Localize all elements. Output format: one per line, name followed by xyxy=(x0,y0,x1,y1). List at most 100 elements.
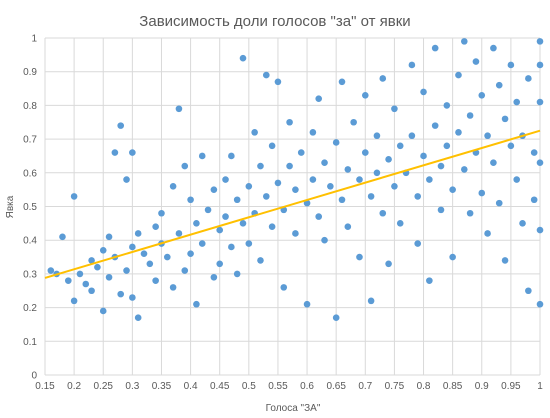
data-point xyxy=(268,142,276,150)
x-tick-label: 0.4 xyxy=(184,381,198,392)
data-point xyxy=(332,314,340,322)
data-point xyxy=(309,129,317,136)
data-point xyxy=(525,75,532,82)
data-point xyxy=(64,277,72,284)
data-point xyxy=(321,236,328,244)
data-point xyxy=(426,176,433,183)
data-point xyxy=(536,226,544,234)
data-point xyxy=(321,159,328,166)
data-point xyxy=(140,250,148,257)
data-point xyxy=(175,230,183,237)
data-point xyxy=(239,54,247,62)
data-point xyxy=(123,176,130,183)
data-point xyxy=(70,297,78,305)
data-point xyxy=(257,257,264,264)
data-point xyxy=(431,44,439,52)
data-point xyxy=(396,220,404,227)
data-point xyxy=(431,122,439,129)
data-point xyxy=(507,142,515,150)
data-point xyxy=(245,182,253,190)
data-point xyxy=(449,253,456,261)
data-point xyxy=(175,105,183,113)
data-point xyxy=(216,226,224,234)
x-tick-label: 0.35 xyxy=(152,381,172,392)
data-point xyxy=(262,193,270,200)
data-point xyxy=(420,152,427,160)
data-point xyxy=(490,159,497,166)
data-point xyxy=(105,273,113,281)
x-tick-label: 0.65 xyxy=(326,381,346,392)
x-tick-label: 0.15 xyxy=(35,381,55,392)
data-point xyxy=(198,152,206,160)
data-point xyxy=(129,149,136,156)
data-point xyxy=(530,196,538,204)
data-point xyxy=(222,176,229,183)
data-point xyxy=(536,61,544,69)
data-point xyxy=(309,176,317,183)
data-point xyxy=(262,71,270,79)
data-point xyxy=(70,193,78,200)
data-point xyxy=(105,233,113,241)
data-point xyxy=(286,162,293,170)
data-point xyxy=(373,169,381,177)
data-point xyxy=(437,162,445,170)
data-point xyxy=(59,233,66,241)
trendline xyxy=(44,129,541,279)
y-tick-label: 0.7 xyxy=(23,135,37,146)
data-point xyxy=(99,247,107,254)
data-point xyxy=(286,118,293,126)
data-point xyxy=(181,162,189,170)
y-tick-label: 0.8 xyxy=(23,101,37,112)
x-tick-label: 0.75 xyxy=(385,381,405,392)
data-point xyxy=(344,166,352,173)
data-point xyxy=(76,270,84,278)
data-point xyxy=(158,209,165,217)
data-point xyxy=(257,162,264,170)
data-point xyxy=(216,260,224,268)
x-axis-label: Голоса "ЗА" xyxy=(266,403,321,414)
x-tick-label: 0.7 xyxy=(358,381,372,392)
data-point xyxy=(193,300,200,308)
data-point xyxy=(123,267,130,274)
data-point xyxy=(169,182,177,190)
data-point xyxy=(408,61,416,69)
x-tick-label: 0.95 xyxy=(501,381,521,392)
data-point xyxy=(187,196,194,204)
data-point xyxy=(391,182,398,190)
trendline-linear xyxy=(44,129,541,279)
data-point xyxy=(274,179,282,187)
data-point xyxy=(210,186,218,193)
data-point xyxy=(204,206,212,214)
data-point xyxy=(455,129,462,136)
x-tick-label: 0.8 xyxy=(417,381,431,392)
y-axis-label: Явка xyxy=(5,195,16,218)
x-tick-label: 0.9 xyxy=(475,381,489,392)
data-point xyxy=(536,98,544,106)
data-point xyxy=(129,243,136,251)
data-point xyxy=(99,307,107,315)
x-tick-label: 1 xyxy=(537,381,543,392)
x-tick-label: 0.55 xyxy=(268,381,288,392)
data-point xyxy=(385,260,392,268)
data-point xyxy=(280,284,288,291)
data-point xyxy=(187,250,194,257)
data-point xyxy=(437,206,445,214)
data-point xyxy=(536,159,544,166)
data-point xyxy=(233,196,241,204)
data-point xyxy=(414,193,422,200)
data-point xyxy=(292,186,299,193)
data-point xyxy=(169,284,177,291)
data-point xyxy=(198,240,206,247)
data-point xyxy=(495,199,503,207)
data-point xyxy=(513,176,521,183)
data-point xyxy=(361,91,369,99)
data-point xyxy=(414,240,422,247)
data-point xyxy=(88,257,95,264)
x-tick-label: 0.85 xyxy=(443,381,463,392)
x-tick-label: 0.5 xyxy=(242,381,256,392)
data-point xyxy=(478,91,486,99)
y-tick-label: 0.3 xyxy=(23,269,37,280)
data-point xyxy=(181,267,189,274)
data-point xyxy=(536,38,544,45)
